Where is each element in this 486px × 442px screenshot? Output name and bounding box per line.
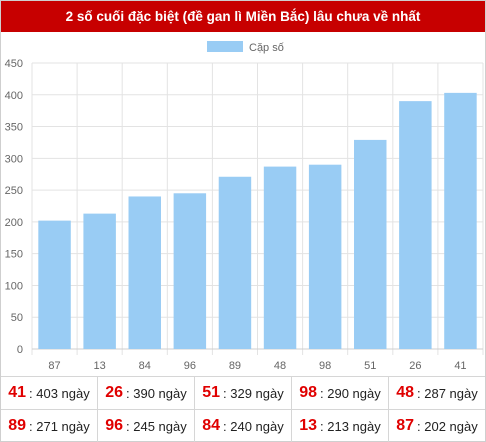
days-text: : 390 ngày (126, 385, 187, 401)
x-tick-label: 87 (48, 360, 60, 372)
bar-41 (444, 92, 477, 350)
chart-header: 2 số cuối đặc biệt (đề gan lì Miền Bắc) … (1, 1, 485, 32)
pair-number: 41 (8, 384, 27, 401)
days-text: : 245 ngày (126, 418, 187, 434)
pair-number: 26 (105, 384, 124, 401)
bar-chart: Cặp số 0 50 100 150 200 250 300 350 400 450 87 13 84 9… (5, 41, 484, 372)
bar-26 (399, 101, 432, 349)
chart-area: Cặp số 0 50 100 150 200 250 300 350 400 450 87 13 84 9… (1, 32, 485, 376)
x-tick-label: 13 (94, 360, 106, 372)
legend-swatch (207, 41, 243, 52)
pair-number: 13 (299, 417, 318, 434)
y-tick-label: 450 (5, 58, 23, 70)
y-tick-label: 250 (5, 185, 23, 197)
pair-number: 51 (202, 384, 221, 401)
bar-87 (38, 220, 71, 349)
table-cell: 51: 329 ngày (195, 377, 292, 409)
chart-title: 2 số cuối đặc biệt (đề gan lì Miền Bắc) … (65, 9, 421, 24)
stats-table: 41: 403 ngày 26: 390 ngày 51: 329 ngày 98: … (1, 376, 485, 442)
bar-89 (218, 176, 252, 349)
bar-13 (83, 213, 116, 349)
days-text: : 290 ngày (320, 385, 381, 401)
table-cell: 98: 290 ngày (292, 377, 389, 409)
days-text: : 271 ngày (29, 418, 90, 434)
x-tick-label: 89 (229, 360, 241, 372)
table-cell: 84: 240 ngày (195, 410, 292, 442)
days-text: : 202 ngày (417, 418, 478, 434)
y-tick-label: 200 (5, 217, 23, 229)
table-row: 89: 271 ngày 96: 245 ngày 84: 240 ngày 13: … (1, 410, 485, 442)
pair-number: 84 (202, 417, 221, 434)
bar-51 (354, 139, 387, 349)
bar-84 (128, 196, 161, 349)
pair-number: 89 (8, 417, 27, 434)
pair-number: 98 (299, 384, 318, 401)
days-text: : 329 ngày (223, 385, 284, 401)
table-row: 41: 403 ngày 26: 390 ngày 51: 329 ngày 98: … (1, 377, 485, 410)
pair-number: 87 (396, 417, 415, 434)
table-cell: 89: 271 ngày (1, 410, 98, 442)
table-cell: 26: 390 ngày (98, 377, 195, 409)
x-tick-label: 98 (319, 360, 331, 372)
pair-number: 96 (105, 417, 124, 434)
y-tick-label: 300 (5, 153, 23, 165)
x-tick-label: 26 (409, 360, 421, 372)
bar-48 (263, 166, 297, 349)
x-tick-label: 84 (139, 360, 151, 372)
table-cell: 41: 403 ngày (1, 377, 98, 409)
x-tick-label: 96 (184, 360, 196, 372)
table-cell: 87: 202 ngày (389, 410, 485, 442)
y-tick-label: 100 (5, 280, 23, 292)
legend-label: Cặp số (249, 42, 284, 54)
y-tick-label: 350 (5, 122, 23, 134)
pair-number: 48 (396, 384, 415, 401)
days-text: : 240 ngày (223, 418, 284, 434)
days-text: : 287 ngày (417, 385, 478, 401)
table-cell: 96: 245 ngày (98, 410, 195, 442)
days-text: : 213 ngày (320, 418, 381, 434)
y-tick-label: 400 (5, 90, 23, 102)
x-tick-label: 48 (274, 360, 286, 372)
table-cell: 48: 287 ngày (389, 377, 485, 409)
y-tick-label: 150 (5, 249, 23, 261)
days-text: : 403 ngày (29, 385, 90, 401)
table-cell: 13: 213 ngày (292, 410, 389, 442)
x-tick-label: 41 (454, 360, 466, 372)
bar-96 (173, 193, 207, 349)
bar-98 (308, 164, 342, 349)
x-tick-label: 51 (364, 360, 376, 372)
y-tick-label: 50 (11, 312, 23, 324)
y-tick-label: 0 (17, 344, 23, 356)
